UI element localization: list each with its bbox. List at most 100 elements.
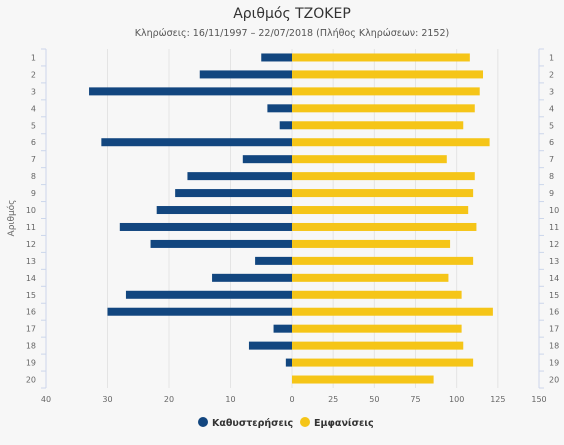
bar-Εμφανίσεις-10[interactable] <box>292 206 469 215</box>
category-label-right: 19 <box>549 359 559 368</box>
category-label-right: 18 <box>549 342 559 351</box>
chart-subtitle: Κληρώσεις: 16/11/1997 – 22/07/2018 (Πλήθ… <box>135 28 449 39</box>
category-label-left: 18 <box>26 342 36 351</box>
bar-Εμφανίσεις-1[interactable] <box>292 53 470 62</box>
x-tick-label-left: 30 <box>102 395 112 404</box>
x-tick-label-left: 40 <box>41 395 51 404</box>
bar-Εμφανίσεις-12[interactable] <box>292 239 451 248</box>
category-label-right: 16 <box>549 308 559 317</box>
bar-Εμφανίσεις-17[interactable] <box>292 324 462 333</box>
category-label-left: 11 <box>26 223 36 232</box>
legend-marker[interactable] <box>300 417 310 427</box>
category-label-right: 15 <box>549 291 559 300</box>
category-label-left: 15 <box>26 291 36 300</box>
category-label-right: 4 <box>549 104 554 113</box>
category-label-left: 20 <box>26 376 36 385</box>
category-label-right: 14 <box>549 274 559 283</box>
bar-Καθυστερήσεις-16[interactable] <box>107 307 293 316</box>
x-tick-label-left: 20 <box>164 395 174 404</box>
category-label-right: 12 <box>549 240 559 249</box>
category-label-left: 5 <box>31 121 36 130</box>
bar-Εμφανίσεις-8[interactable] <box>292 172 475 181</box>
x-tick-label-right: 25 <box>328 395 338 404</box>
x-tick-label-left: 0 <box>289 395 294 404</box>
bar-Καθυστερήσεις-8[interactable] <box>187 172 292 181</box>
category-label-left: 9 <box>31 189 36 198</box>
bar-Καθυστερήσεις-3[interactable] <box>89 87 292 96</box>
category-label-left: 1 <box>31 53 36 62</box>
x-tick-label-left: 10 <box>225 395 235 404</box>
x-tick-label-right: 75 <box>410 395 420 404</box>
bar-Καθυστερήσεις-4[interactable] <box>267 104 292 113</box>
category-label-right: 10 <box>549 206 559 215</box>
x-tick-label-right: 100 <box>449 395 464 404</box>
category-label-right: 7 <box>549 155 554 164</box>
legend-label[interactable]: Καθυστερήσεις <box>212 418 293 429</box>
chart-title: Αριθμός ΤΖΟΚΕΡ <box>233 6 351 22</box>
category-label-right: 13 <box>549 257 559 266</box>
bar-Εμφανίσεις-18[interactable] <box>292 341 464 350</box>
bar-Εμφανίσεις-2[interactable] <box>292 70 484 79</box>
bar-Εμφανίσεις-5[interactable] <box>292 121 464 130</box>
grid-layer <box>45 49 540 388</box>
bar-Εμφανίσεις-16[interactable] <box>292 307 493 316</box>
category-label-left: 12 <box>26 240 36 249</box>
bar-Καθυστερήσεις-1[interactable] <box>261 53 292 62</box>
category-label-left: 7 <box>31 155 36 164</box>
bars-layer <box>89 53 493 384</box>
bar-Εμφανίσεις-4[interactable] <box>292 104 475 113</box>
bar-Καθυστερήσεις-2[interactable] <box>199 70 292 79</box>
bar-Καθυστερήσεις-18[interactable] <box>248 341 292 350</box>
bar-Εμφανίσεις-7[interactable] <box>292 155 447 164</box>
category-label-left: 13 <box>26 257 36 266</box>
category-label-left: 17 <box>26 325 36 334</box>
legend[interactable]: Καθυστερήσεις Εμφανίσεις <box>198 417 374 429</box>
bar-Καθυστερήσεις-15[interactable] <box>125 290 292 299</box>
bar-Καθυστερήσεις-10[interactable] <box>156 206 292 215</box>
category-label-right: 3 <box>549 87 554 96</box>
category-label-right: 20 <box>549 376 559 385</box>
category-label-right: 8 <box>549 172 554 181</box>
category-label-right: 1 <box>549 53 554 62</box>
bar-Καθυστερήσεις-5[interactable] <box>279 121 292 130</box>
bar-Εμφανίσεις-15[interactable] <box>292 290 462 299</box>
bar-Καθυστερήσεις-14[interactable] <box>212 273 292 282</box>
category-label-right: 2 <box>549 70 554 79</box>
bar-Καθυστερήσεις-13[interactable] <box>255 256 292 265</box>
bar-Καθυστερήσεις-17[interactable] <box>273 324 292 333</box>
category-label-right: 6 <box>549 138 554 147</box>
category-label-right: 17 <box>549 325 559 334</box>
legend-label[interactable]: Εμφανίσεις <box>314 418 374 429</box>
bar-Καθυστερήσεις-7[interactable] <box>242 155 292 164</box>
bar-Εμφανίσεις-9[interactable] <box>292 189 474 198</box>
bar-Καθυστερήσεις-6[interactable] <box>101 138 292 147</box>
category-label-left: 8 <box>31 172 36 181</box>
category-label-left: 19 <box>26 359 36 368</box>
category-label-left: 3 <box>31 87 36 96</box>
bar-Καθυστερήσεις-19[interactable] <box>285 358 292 367</box>
y-axis-title: Αριθμός <box>6 200 17 237</box>
bar-Εμφανίσεις-14[interactable] <box>292 273 449 282</box>
category-label-left: 4 <box>31 104 36 113</box>
bar-Εμφανίσεις-19[interactable] <box>292 358 474 367</box>
category-label-left: 2 <box>31 70 36 79</box>
x-tick-label-right: 150 <box>531 395 546 404</box>
bar-Εμφανίσεις-3[interactable] <box>292 87 480 96</box>
bar-Καθυστερήσεις-9[interactable] <box>175 189 292 198</box>
bar-Καθυστερήσεις-12[interactable] <box>150 239 292 248</box>
bar-Εμφανίσεις-6[interactable] <box>292 138 490 147</box>
bar-Εμφανίσεις-11[interactable] <box>292 222 477 231</box>
bar-Εμφανίσεις-13[interactable] <box>292 256 474 265</box>
x-tick-label-right: 50 <box>369 395 379 404</box>
category-label-right: 11 <box>549 223 559 232</box>
legend-marker[interactable] <box>198 417 208 427</box>
category-label-left: 14 <box>26 274 36 283</box>
bar-Εμφανίσεις-20[interactable] <box>292 375 434 384</box>
bar-Καθυστερήσεις-11[interactable] <box>119 222 292 231</box>
category-label-right: 9 <box>549 189 554 198</box>
category-label-left: 10 <box>26 206 36 215</box>
category-label-left: 16 <box>26 308 36 317</box>
